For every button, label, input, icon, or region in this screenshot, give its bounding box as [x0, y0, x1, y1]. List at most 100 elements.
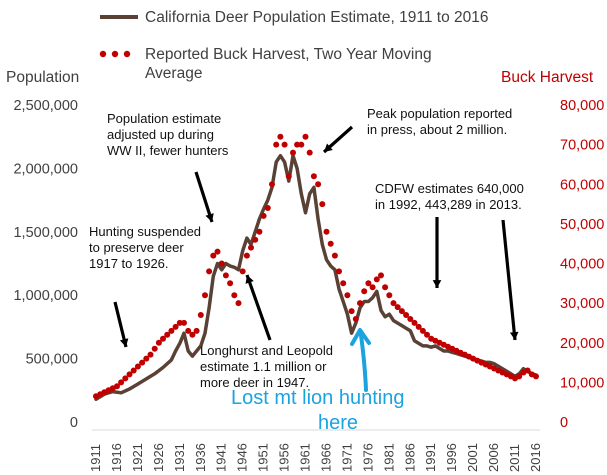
y-right-tick-label: 10,000 [560, 375, 604, 391]
buck-harvest-point [143, 355, 150, 362]
buck-harvest-point [214, 248, 221, 255]
y-right-tick-label: 70,000 [560, 138, 604, 154]
buck-harvest-point [218, 260, 225, 267]
buck-harvest-point [298, 141, 305, 148]
y-left-axis-title: Population [6, 69, 79, 86]
x-tick-label: 1981 [381, 443, 396, 472]
buck-harvest-point [168, 327, 175, 334]
buck-harvest-point [260, 212, 267, 219]
legend-label-population: California Deer Population Estimate, 191… [145, 9, 489, 26]
buck-harvest-point [524, 367, 531, 374]
annotation-arrowhead [432, 280, 442, 288]
buck-harvest-point [369, 284, 376, 291]
buck-harvest-point [411, 319, 418, 326]
annotation-text: Longhurst and Leopold [200, 343, 333, 358]
buck-harvest-point [336, 268, 342, 275]
buck-harvest-point [340, 280, 347, 287]
x-tick-label: 1911 [88, 444, 103, 472]
series-layer [93, 133, 539, 401]
buck-harvest-point [252, 236, 259, 243]
y-right-axis-title: Buck Harvest [501, 69, 594, 86]
x-tick-label: 1996 [444, 443, 459, 472]
buck-harvest-point [294, 141, 301, 148]
annotation-arrowhead [205, 213, 214, 222]
x-tick-label: 1951 [256, 443, 271, 472]
annotation-text: WW II, fewer hunters [107, 143, 229, 158]
annotation-text: 1917 to 1926. [89, 256, 169, 271]
annotation-arrowhead [245, 275, 254, 284]
buck-harvest-point [415, 323, 422, 330]
legend-swatch-harvest [111, 50, 119, 58]
buck-harvest-point [424, 331, 430, 338]
y-right-tick-label: 60,000 [560, 177, 604, 193]
buck-harvest-point [147, 351, 154, 358]
y-left-tick-label: 2,500,000 [13, 98, 78, 114]
annotation-text: Lost mt lion hunting [231, 387, 404, 409]
y-left-tick-label: 1,500,000 [13, 225, 78, 241]
x-tick-label: 1976 [360, 443, 375, 472]
annotation-text: to preserve deer [89, 240, 184, 255]
y-right-tick-label: 80,000 [560, 98, 604, 114]
buck-harvest-point [386, 292, 393, 299]
y-left-tick-label: 500,000 [26, 352, 78, 368]
y-left-tick-label: 0 [70, 415, 78, 431]
x-tick-label: 1936 [193, 443, 208, 472]
annotation-arrow [194, 171, 214, 223]
buck-harvest-point [160, 335, 166, 342]
buck-harvest-point [176, 319, 183, 326]
buck-harvest-point [516, 373, 523, 380]
legend-label-harvest: Average [145, 65, 202, 82]
annotation-arrowhead [509, 331, 519, 340]
buck-harvest-point [264, 205, 271, 211]
y-left-tick-label: 2,000,000 [13, 161, 78, 177]
annotation-text: in 1992, 443,289 in 2013. [375, 197, 522, 212]
buck-harvest-point [403, 312, 410, 318]
buck-harvest-point [243, 252, 250, 259]
buck-harvest-point [155, 339, 162, 346]
x-tick-label: 2011 [507, 444, 522, 472]
buck-harvest-point [361, 288, 368, 295]
buck-harvest-point [185, 327, 192, 334]
x-tick-label: 1971 [339, 443, 354, 472]
x-tick-label: 1956 [277, 443, 292, 472]
buck-harvest-point [239, 268, 246, 275]
annotation-text: in press, about 2 million. [367, 122, 507, 137]
buck-harvest-point [382, 284, 389, 291]
annotation-text: adjusted up during [107, 127, 214, 142]
buck-harvest-point [197, 312, 204, 318]
y-right-tick-label: 40,000 [560, 257, 604, 273]
x-tick-label: 2006 [486, 443, 501, 472]
buck-harvest-point [348, 308, 355, 315]
annotation-text: Population estimate [107, 111, 221, 126]
x-tick-label: 1921 [130, 443, 145, 472]
annotation-text: here [318, 412, 358, 434]
buck-harvest-point [327, 240, 334, 247]
buck-harvest-point [302, 133, 309, 140]
buck-harvest-point [344, 292, 351, 299]
annotation-text: CDFW estimates 640,000 [375, 181, 524, 196]
buck-harvest-point [139, 359, 146, 366]
annotation-text: estimate 1.1 million or [200, 359, 327, 374]
buck-harvest-point [310, 173, 317, 180]
buck-harvest-point [378, 272, 384, 279]
annotation-arrowhead [324, 143, 333, 152]
x-tick-label: 1916 [109, 443, 124, 472]
x-tick-label: 1946 [235, 443, 250, 472]
buck-harvest-point [285, 173, 292, 180]
buck-harvest-point [306, 149, 313, 156]
buck-harvest-point [122, 375, 129, 382]
buck-harvest-point [373, 276, 380, 283]
buck-harvest-point [118, 379, 125, 386]
buck-harvest-point [130, 367, 137, 374]
x-tick-label: 1986 [402, 443, 417, 472]
buck-harvest-point [126, 371, 133, 378]
buck-harvest-point [315, 181, 322, 188]
x-tick-label: 2001 [465, 443, 480, 472]
buck-harvest-point [419, 327, 426, 334]
buck-harvest-point [331, 252, 338, 259]
buck-harvest-point [172, 323, 179, 330]
x-tick-label: 1966 [318, 443, 333, 472]
buck-harvest-point [290, 149, 296, 156]
